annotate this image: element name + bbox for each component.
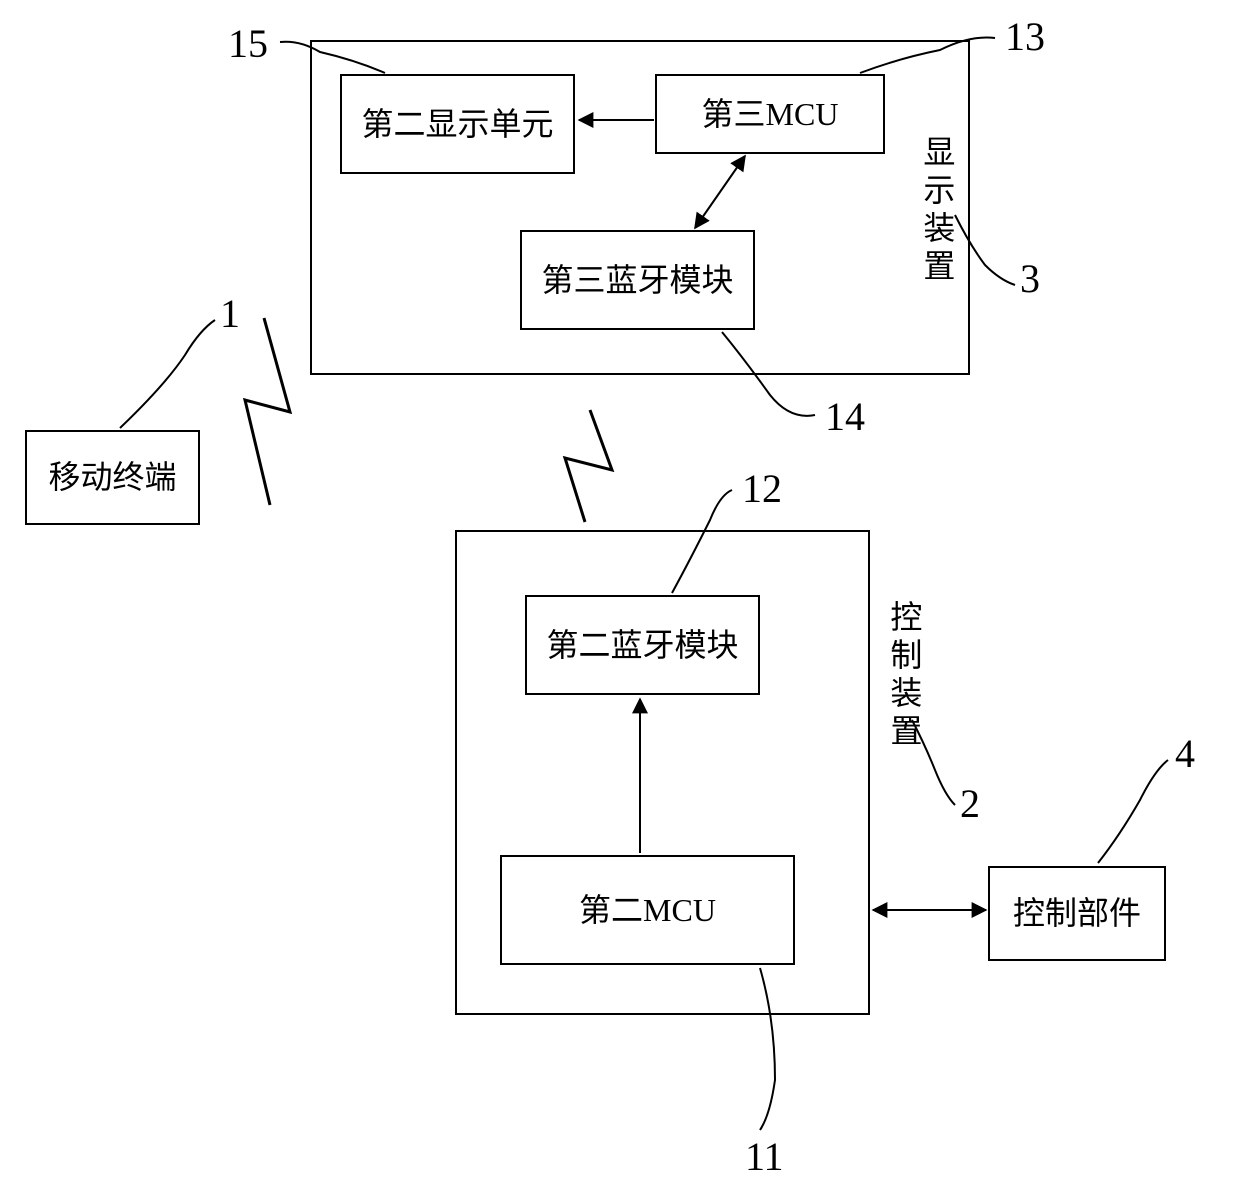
- ref-1: 1: [220, 290, 240, 337]
- second-bluetooth-box: 第二蓝牙模块: [525, 595, 760, 695]
- second-mcu-box: 第二MCU: [500, 855, 795, 965]
- leader-1: [120, 320, 215, 428]
- display-device-label: 显示装置: [918, 135, 956, 287]
- ref-2: 2: [960, 780, 980, 827]
- ref-4: 4: [1175, 730, 1195, 777]
- ref-13: 13: [1005, 13, 1045, 60]
- third-bluetooth-box: 第三蓝牙模块: [520, 230, 755, 330]
- second-display-unit-box: 第二显示单元: [340, 74, 575, 174]
- ref-15: 15: [228, 20, 268, 67]
- wireless-icon-2: [565, 410, 612, 522]
- third-mcu-box: 第三MCU: [655, 74, 885, 154]
- third-mcu-label: 第三MCU: [702, 95, 839, 133]
- mobile-terminal-box: 移动终端: [25, 430, 200, 525]
- ref-14: 14: [825, 393, 865, 440]
- control-component-box: 控制部件: [988, 866, 1166, 961]
- diagram-canvas: 移动终端 显示装置 第二显示单元 第三MCU 第三蓝牙模块 控制装置 第二蓝牙模…: [0, 0, 1240, 1192]
- control-device-label: 控制装置: [885, 600, 923, 752]
- ref-12: 12: [742, 465, 782, 512]
- second-mcu-label: 第二MCU: [579, 891, 716, 929]
- ref-3: 3: [1020, 255, 1040, 302]
- wireless-icon-1: [245, 318, 290, 505]
- third-bluetooth-label: 第三蓝牙模块: [541, 261, 733, 299]
- control-component-label: 控制部件: [1013, 894, 1141, 932]
- second-bluetooth-label: 第二蓝牙模块: [546, 626, 738, 664]
- mobile-terminal-label: 移动终端: [48, 458, 176, 496]
- leader-4: [1098, 760, 1168, 863]
- ref-11: 11: [745, 1133, 784, 1180]
- second-display-unit-label: 第二显示单元: [361, 105, 553, 143]
